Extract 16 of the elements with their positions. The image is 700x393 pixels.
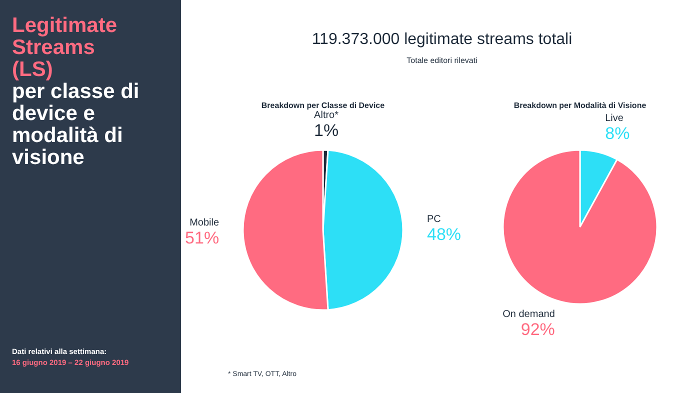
slice-label: Live [605, 113, 624, 124]
data-label: 1% [314, 121, 339, 140]
text: Legitimate Streams (LS) [12, 14, 118, 81]
chart-title: Breakdown per Modalità di Visione [514, 101, 647, 110]
chart-title: Breakdown per Classe di Device [261, 101, 386, 110]
text: per classe di device e modalità di visione [12, 80, 140, 169]
data-label: 92% [520, 320, 555, 339]
text: Totale editori rilevati [406, 56, 478, 65]
slice-label: Mobile [190, 217, 220, 228]
slice-label: Altro* [314, 110, 339, 122]
text: 119.373.000 legitimate streams totali [312, 31, 572, 48]
data-label: 51% [185, 228, 220, 248]
data-label: 8% [605, 124, 630, 144]
slice-label: PC [427, 214, 441, 225]
data-label: 48% [427, 225, 462, 244]
slice-label: On demand [502, 308, 555, 320]
